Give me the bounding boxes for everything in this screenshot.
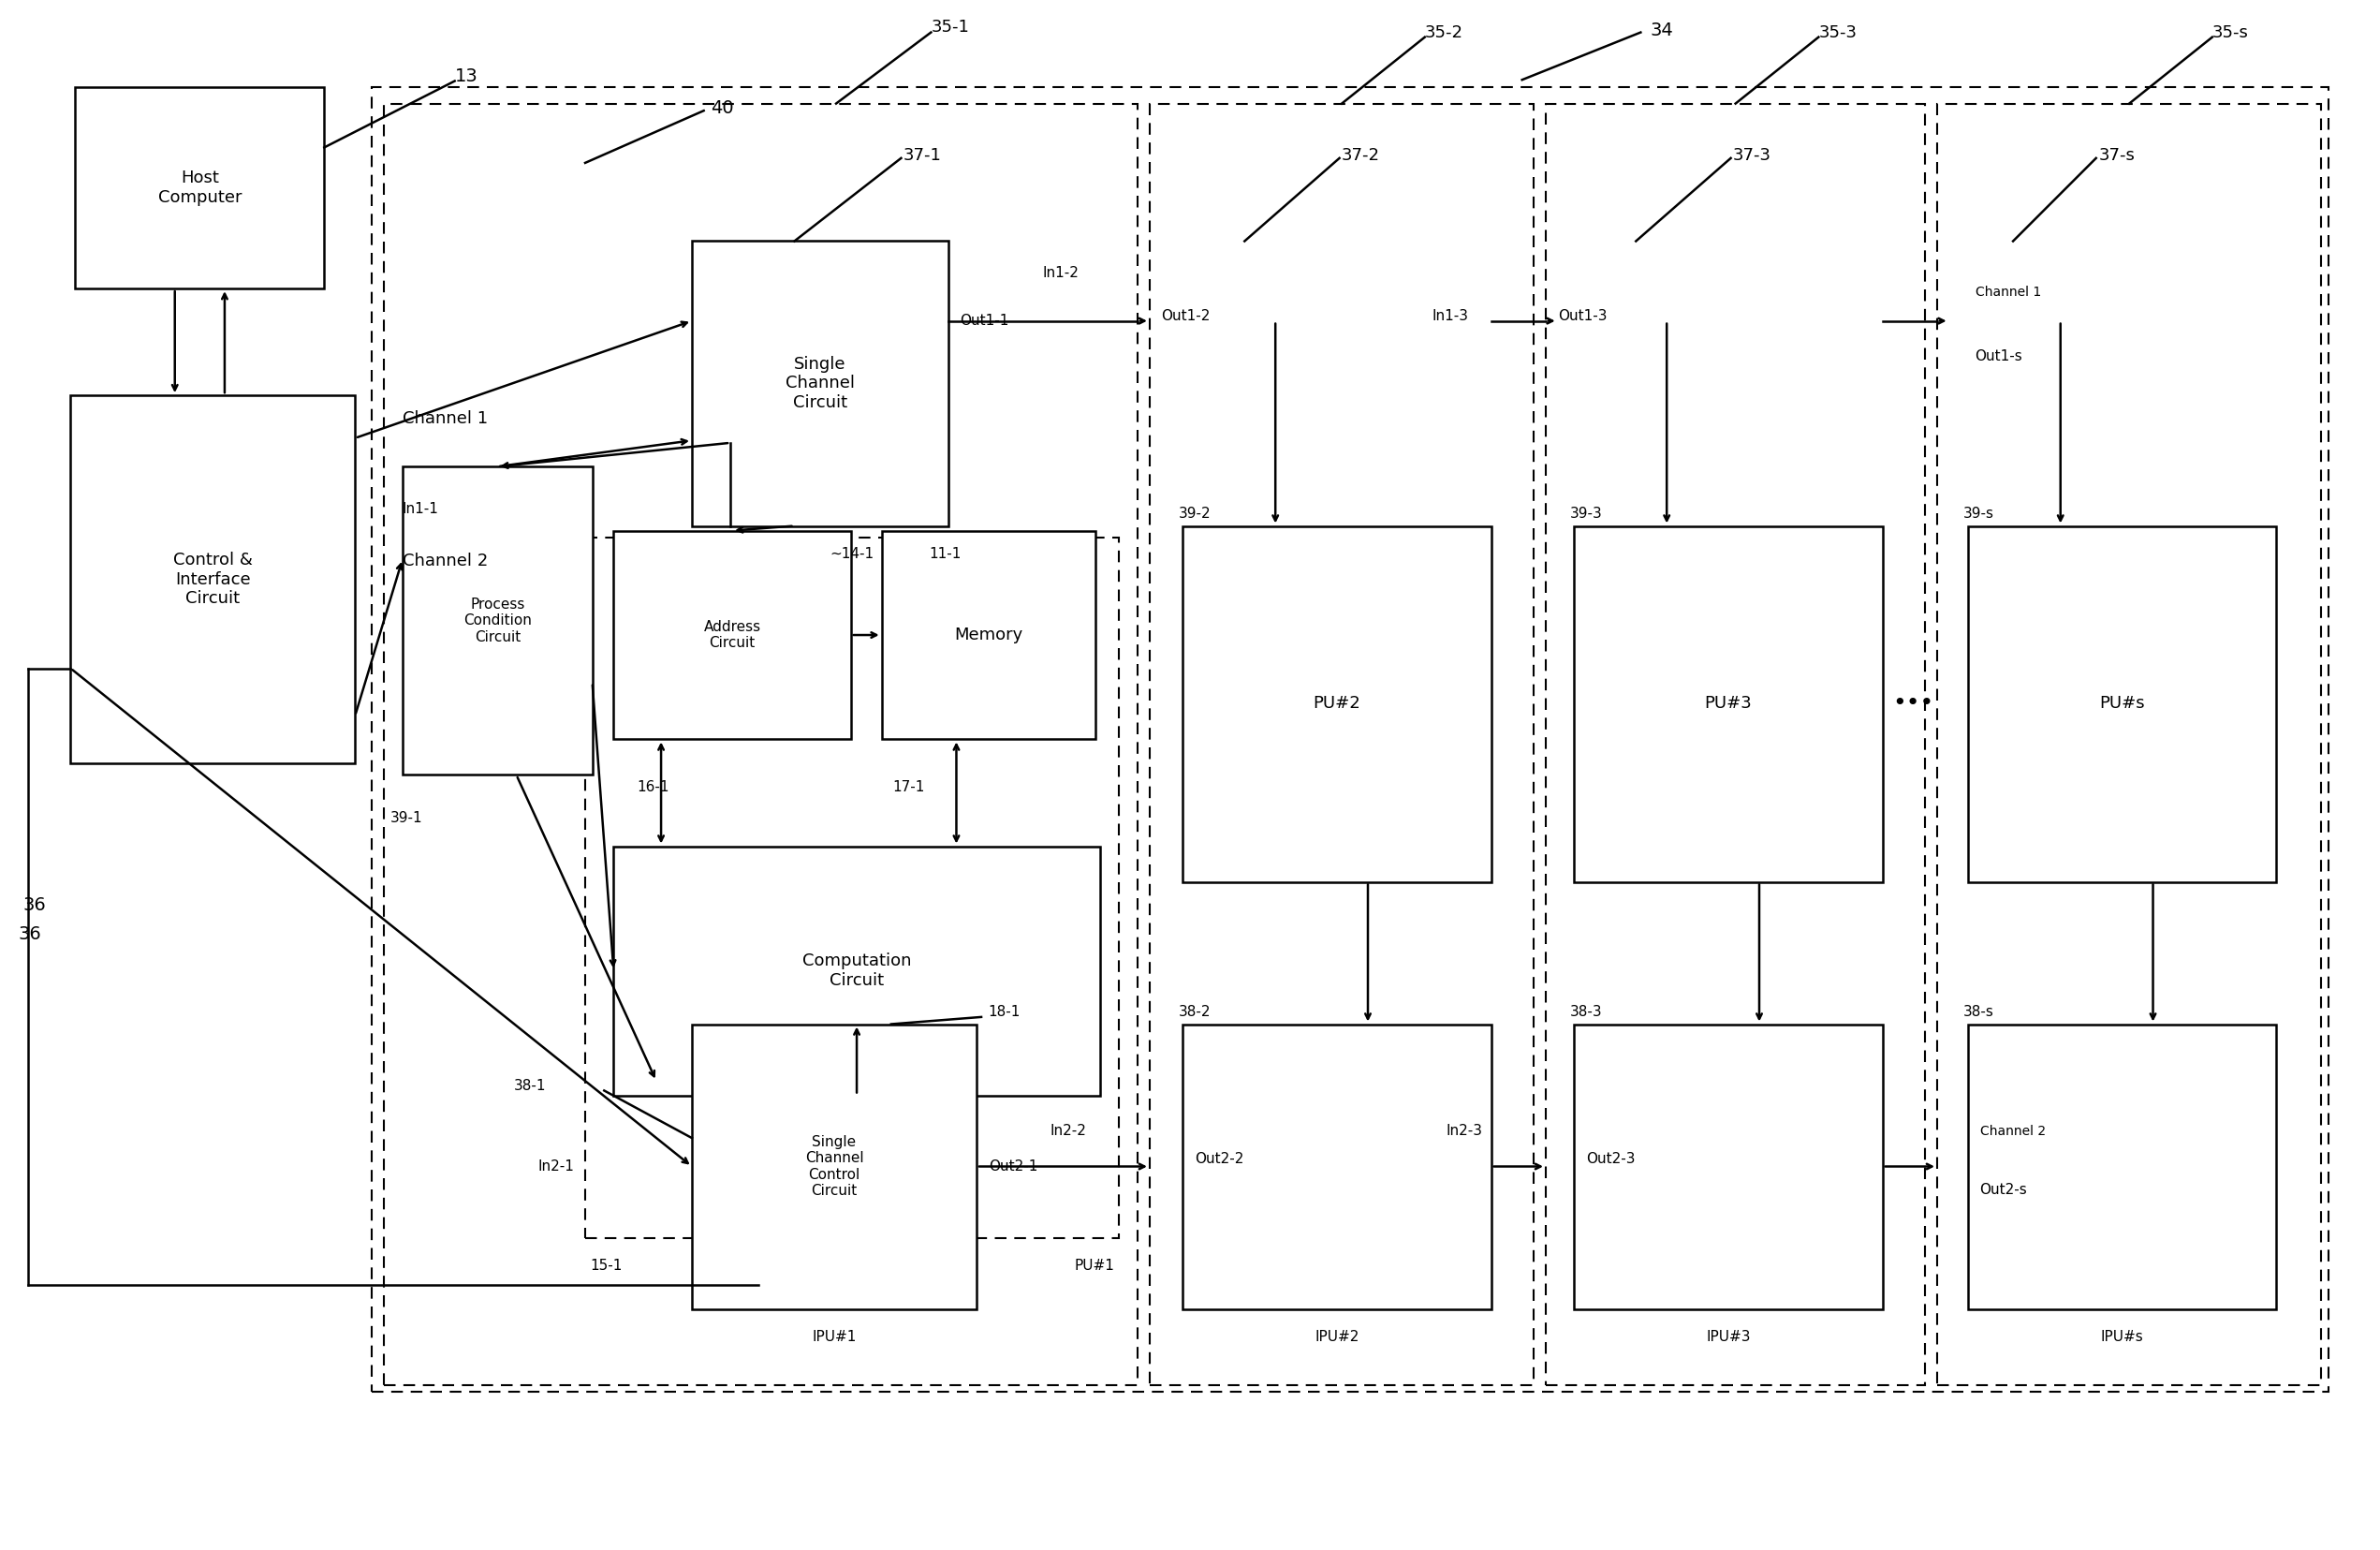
Text: IPU#1: IPU#1 [812,1330,857,1344]
Text: 39-s: 39-s [1964,507,1994,521]
Text: Address
Circuit: Address Circuit [704,620,762,649]
Bar [1573,525,1883,882]
Bar [1150,104,1535,1384]
Text: ~14-1: ~14-1 [831,547,873,561]
Bar [1968,1025,2275,1308]
Text: 36: 36 [24,896,45,914]
Text: Single
Channel
Control
Circuit: Single Channel Control Circuit [804,1135,864,1198]
Text: 18-1: 18-1 [988,1006,1021,1020]
Text: 35-2: 35-2 [1426,23,1464,40]
Text: 11-1: 11-1 [928,547,962,561]
Bar [76,87,324,288]
Text: Channel 2: Channel 2 [1980,1124,2044,1138]
Bar [614,530,850,739]
Text: Channel 2: Channel 2 [402,553,488,570]
Text: 38-s: 38-s [1964,1006,1994,1020]
Text: Out2-1: Out2-1 [988,1159,1038,1173]
Bar [693,242,947,525]
Bar [371,87,2328,1392]
Bar [383,104,1138,1384]
Text: In2-3: In2-3 [1447,1124,1483,1138]
Text: Out2-3: Out2-3 [1585,1152,1635,1167]
Bar [614,846,1100,1096]
Bar [1937,104,2320,1384]
Text: 15-1: 15-1 [590,1259,621,1273]
Text: IPU#s: IPU#s [2102,1330,2144,1344]
Text: 35-s: 35-s [2213,23,2249,40]
Text: Out1-1: Out1-1 [959,313,1009,329]
Text: In2-1: In2-1 [538,1159,574,1173]
Text: Out2-s: Out2-s [1980,1183,2028,1197]
Text: 38-2: 38-2 [1178,1006,1211,1020]
Text: PU#s: PU#s [2099,696,2144,713]
Text: In1-3: In1-3 [1433,308,1468,322]
Text: Memory: Memory [954,626,1023,643]
Text: 37-3: 37-3 [1733,147,1771,164]
Text: PU#2: PU#2 [1314,696,1361,713]
Text: Out1-2: Out1-2 [1161,308,1211,322]
Text: 40: 40 [712,99,733,118]
Text: In1-1: In1-1 [402,502,438,516]
Text: 37-2: 37-2 [1342,147,1380,164]
Text: Channel 1: Channel 1 [1975,285,2042,299]
Text: Out2-2: Out2-2 [1195,1152,1245,1167]
Bar [1183,525,1492,882]
Text: Out1-3: Out1-3 [1557,308,1607,322]
Text: Process
Condition
Circuit: Process Condition Circuit [464,597,531,645]
Text: Out1-s: Out1-s [1975,349,2023,364]
Bar [71,395,355,763]
Text: 13: 13 [455,67,478,85]
Text: In1-2: In1-2 [1042,267,1081,281]
Text: 39-2: 39-2 [1178,507,1211,521]
Bar [693,1025,976,1308]
Text: Channel 1: Channel 1 [402,411,488,428]
Text: 35-1: 35-1 [931,19,969,36]
Text: 35-3: 35-3 [1818,23,1856,40]
Text: IPU#2: IPU#2 [1314,1330,1359,1344]
Text: Host
Computer: Host Computer [157,169,243,206]
Bar [1545,104,1925,1384]
Text: IPU#3: IPU#3 [1706,1330,1752,1344]
Text: 34: 34 [1649,22,1673,39]
Text: 16-1: 16-1 [638,780,669,794]
Text: 37-1: 37-1 [904,147,942,164]
Bar [402,467,593,775]
Text: Single
Channel
Circuit: Single Channel Circuit [785,355,854,411]
Text: Control &
Interface
Circuit: Control & Interface Circuit [174,552,252,608]
Text: •••: ••• [1892,693,1935,715]
Text: In2-2: In2-2 [1050,1124,1085,1138]
Text: PU#3: PU#3 [1704,696,1752,713]
Bar [1573,1025,1883,1308]
Text: 39-3: 39-3 [1568,507,1602,521]
Text: Computation
Circuit: Computation Circuit [802,953,912,989]
Text: 36: 36 [19,925,40,942]
Bar [1968,525,2275,882]
Text: 38-1: 38-1 [514,1079,547,1093]
Text: 37-s: 37-s [2099,147,2135,164]
Bar [881,530,1095,739]
Text: 38-3: 38-3 [1568,1006,1602,1020]
Text: PU#1: PU#1 [1073,1259,1114,1273]
Text: 39-1: 39-1 [390,811,424,825]
Text: 17-1: 17-1 [892,780,923,794]
Bar [1183,1025,1492,1308]
Bar [585,538,1119,1237]
